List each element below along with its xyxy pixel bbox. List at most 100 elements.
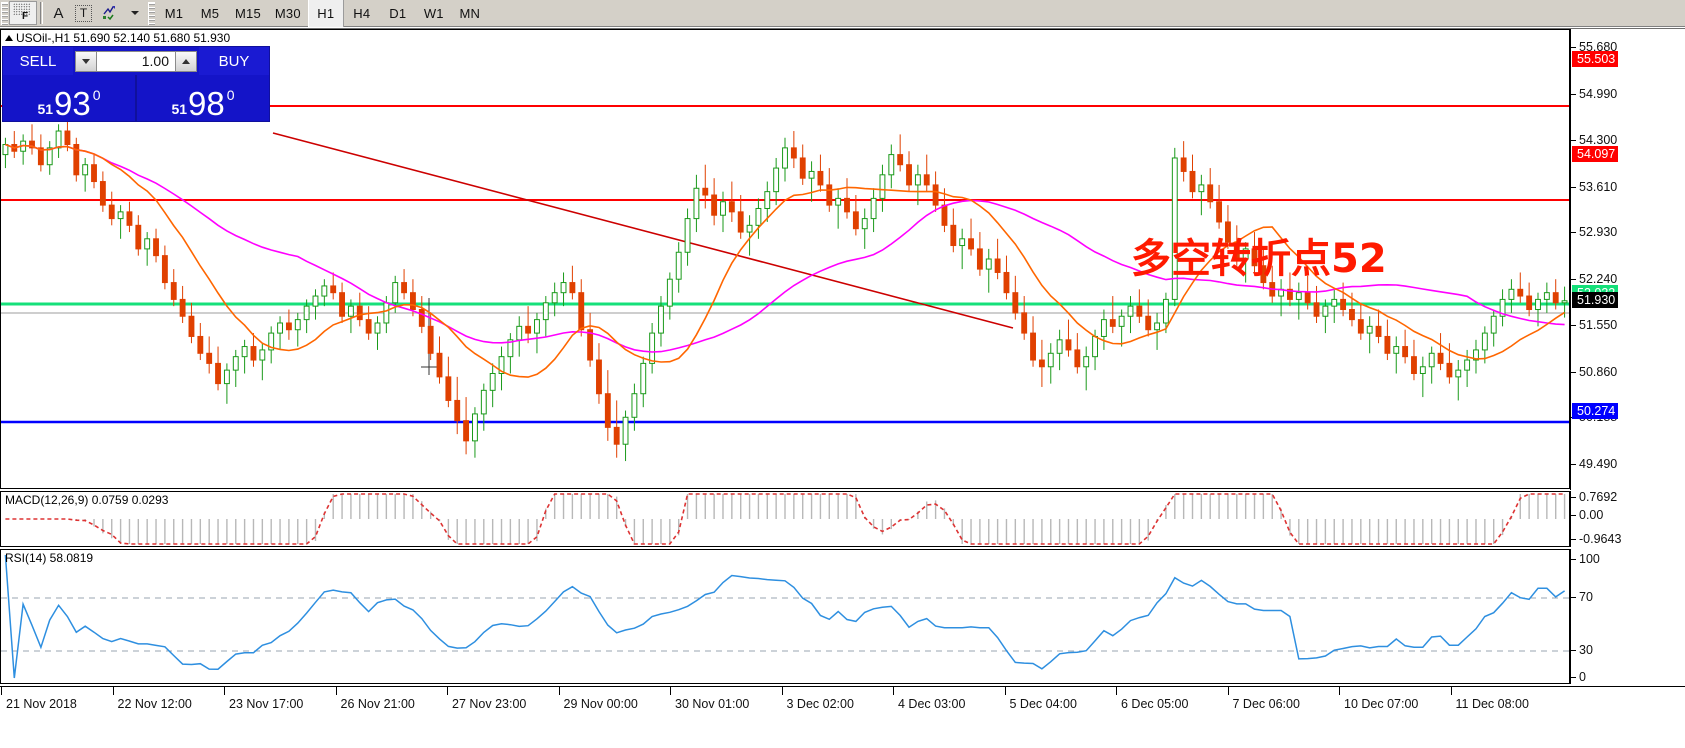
triangle-down-icon bbox=[82, 58, 90, 64]
candle-body bbox=[223, 369, 230, 385]
time-tick-label: 29 Nov 00:00 bbox=[563, 697, 638, 711]
candle-body bbox=[480, 389, 487, 415]
candle-body bbox=[622, 416, 629, 445]
timeframe-group: M1 M5 M15 M30 H1 H4 D1 W1 MN bbox=[156, 0, 488, 27]
time-tick-label: 27 Nov 23:00 bbox=[452, 697, 527, 711]
candle-body bbox=[790, 147, 797, 159]
time-tick-mark bbox=[335, 687, 337, 695]
candle-body bbox=[1357, 319, 1364, 334]
timeframe-h4[interactable]: H4 bbox=[344, 0, 380, 27]
timeframe-w1[interactable]: W1 bbox=[416, 0, 452, 27]
time-tick-mark bbox=[1227, 687, 1229, 695]
candle-body bbox=[728, 201, 735, 213]
text-label-tool-icon[interactable]: T bbox=[71, 1, 96, 25]
text-tool-icon[interactable]: A bbox=[46, 1, 71, 25]
candle-body bbox=[1481, 332, 1488, 351]
candle-body bbox=[285, 322, 292, 331]
candle-body bbox=[1198, 184, 1205, 193]
volume-stepper[interactable]: 1.00 bbox=[75, 50, 197, 72]
macd-tick: -0.9643 bbox=[1571, 532, 1621, 546]
candle-body bbox=[1446, 362, 1453, 378]
objects-tool-icon[interactable] bbox=[96, 1, 122, 25]
candle-body bbox=[675, 251, 682, 280]
candle-body bbox=[197, 335, 204, 354]
chart-area[interactable]: USOil-,H1 51.690 52.140 51.680 51.930 多空… bbox=[0, 28, 1685, 748]
candle-body bbox=[1109, 319, 1116, 327]
triangle-up-icon bbox=[5, 35, 13, 41]
timeframe-m30[interactable]: M30 bbox=[268, 0, 308, 27]
text-label-glyph: T bbox=[75, 4, 92, 22]
crosshair-f-icon[interactable]: F bbox=[9, 1, 37, 25]
candle-body bbox=[941, 204, 948, 226]
candle-body bbox=[968, 238, 974, 250]
candle-body bbox=[1304, 292, 1311, 304]
candle-body bbox=[640, 362, 647, 395]
candle-body bbox=[613, 426, 620, 445]
macd-scale[interactable]: 0.7692 0.00 -0.9643 bbox=[1570, 490, 1685, 547]
buy-price[interactable]: 51 98 0 bbox=[137, 75, 269, 121]
candle-body bbox=[1162, 298, 1169, 324]
rsi-scale[interactable]: 100 70 30 0 bbox=[1570, 549, 1685, 684]
timeframe-d1[interactable]: D1 bbox=[380, 0, 416, 27]
macd-pane[interactable]: MACD(12,26,9) 0.0759 0.0293 bbox=[0, 491, 1570, 547]
timeframe-label: W1 bbox=[423, 5, 444, 21]
candle-body bbox=[37, 147, 44, 166]
candle-body bbox=[888, 154, 895, 176]
rsi-label: RSI(14) 58.0819 bbox=[5, 551, 94, 565]
volume-decrease-button[interactable] bbox=[75, 50, 97, 72]
rsi-pane[interactable]: RSI(14) 58.0819 bbox=[0, 549, 1570, 684]
toolbar-grip-2[interactable] bbox=[148, 1, 155, 25]
candle-body bbox=[29, 140, 35, 149]
macd-tick: 0.7692 bbox=[1571, 490, 1617, 504]
timeframe-m5[interactable]: M5 bbox=[192, 0, 228, 27]
candle-body bbox=[799, 157, 806, 179]
toolbar-separator-1 bbox=[40, 2, 43, 24]
candle-body bbox=[684, 218, 691, 253]
objects-dropdown-arrow[interactable] bbox=[122, 1, 147, 25]
macd-chart-svg bbox=[5, 493, 1566, 545]
timeframe-m15[interactable]: M15 bbox=[228, 0, 268, 27]
candle-body bbox=[914, 174, 921, 186]
toolbar-grip-1[interactable] bbox=[1, 1, 8, 25]
time-tick-label: 30 Nov 01:00 bbox=[675, 697, 750, 711]
time-tick-mark bbox=[558, 687, 560, 695]
candle-body bbox=[755, 207, 762, 226]
sell-button[interactable]: SELL bbox=[3, 47, 73, 75]
candle-body bbox=[1242, 248, 1249, 260]
macd-tick: 0.00 bbox=[1571, 508, 1603, 522]
time-tick-mark bbox=[670, 687, 671, 695]
volume-increase-button[interactable] bbox=[175, 50, 197, 72]
candle-body bbox=[835, 197, 842, 206]
sell-price[interactable]: 51 93 0 bbox=[3, 75, 135, 121]
trendline bbox=[272, 132, 1014, 329]
time-tick-mark bbox=[1, 687, 2, 695]
volume-input[interactable]: 1.00 bbox=[97, 50, 175, 72]
candle-body bbox=[161, 255, 168, 284]
one-click-trade-panel[interactable]: SELL 1.00 BUY 51 93 0 51 98 bbox=[2, 46, 270, 122]
candle-body bbox=[604, 393, 611, 428]
candle-body bbox=[232, 356, 239, 371]
candle-body bbox=[1127, 305, 1134, 317]
candle-body bbox=[658, 305, 664, 334]
buy-button[interactable]: BUY bbox=[199, 47, 269, 75]
time-tick-label: 23 Nov 17:00 bbox=[229, 697, 304, 711]
price-tag-red: 55.503 bbox=[1572, 51, 1619, 68]
price-scale[interactable]: 55.680 54.990 54.300 53.610 52.930 52.240 51.5… bbox=[1570, 29, 1685, 490]
timeframe-m1[interactable]: M1 bbox=[156, 0, 192, 27]
candle-body bbox=[1535, 298, 1541, 311]
timeframe-mn[interactable]: MN bbox=[452, 0, 488, 27]
candle-body bbox=[764, 191, 771, 209]
candle-body bbox=[525, 325, 532, 334]
candle-body bbox=[870, 197, 877, 220]
candle-body bbox=[720, 201, 726, 216]
price-tick: 54.300 bbox=[1571, 133, 1617, 147]
timeframe-h1[interactable]: H1 bbox=[307, 0, 344, 27]
time-axis[interactable]: 21 Nov 2018 22 Nov 12:00 23 Nov 17:00 26 No… bbox=[0, 686, 1685, 721]
candle-body bbox=[1216, 201, 1223, 223]
candle-body bbox=[1322, 305, 1329, 317]
candle-body bbox=[1437, 352, 1444, 364]
timeframe-label: M15 bbox=[235, 5, 261, 21]
candle-body bbox=[215, 362, 221, 385]
candle-body bbox=[985, 258, 992, 270]
candle-body bbox=[1065, 339, 1072, 351]
